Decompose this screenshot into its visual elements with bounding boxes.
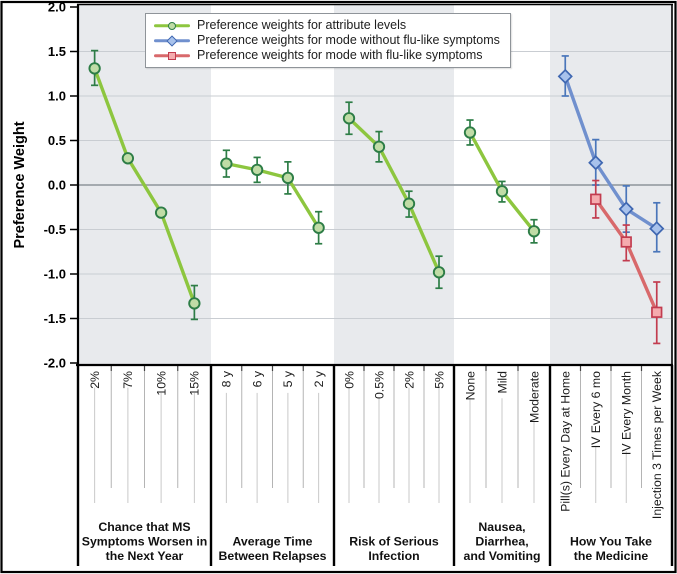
- x-level-label: 6 y: [250, 370, 264, 387]
- data-point-circle: [250, 163, 264, 177]
- group-label: Diarrhea,: [475, 535, 528, 549]
- legend-item-1: Preference weights for mode without flu-…: [154, 33, 500, 48]
- x-level-label: 7%: [121, 371, 135, 389]
- x-level-label: Pill(s) Every Day at Home: [559, 371, 573, 512]
- y-tick-label: -1.5: [44, 311, 66, 326]
- x-level-label: None: [463, 371, 477, 401]
- data-point-circle: [342, 112, 356, 125]
- x-level-label: Moderate: [527, 371, 541, 423]
- legend-item-2: Preference weights for mode with flu-lik…: [154, 48, 500, 63]
- legend-diamond-marker-icon: [154, 34, 190, 47]
- x-level-label: 0%: [342, 371, 356, 389]
- x-level-label: 8 y: [220, 370, 234, 387]
- y-tick-label: -2.0: [44, 356, 66, 371]
- x-level-label: IV Every 6 mo: [589, 371, 603, 448]
- x-level-label: 0.5%: [372, 371, 386, 399]
- y-tick-label: 2.0: [48, 0, 66, 15]
- group-label: Symptoms Worsen in: [82, 535, 208, 549]
- group-label: Chance that MS: [98, 520, 190, 534]
- series-line-attribute_levels: [224, 161, 321, 230]
- y-tick-label: 0.5: [48, 133, 66, 148]
- y-tick-label: 1.5: [48, 44, 66, 59]
- legend-label-mode-without-flu: Preference weights for mode without flu-…: [197, 33, 500, 47]
- data-point-diamond: [588, 155, 604, 171]
- data-point-square: [651, 306, 663, 318]
- y-axis-title: Preference Weight: [12, 121, 28, 248]
- data-point-diamond: [649, 221, 665, 237]
- y-tick-label: 0.0: [48, 178, 66, 193]
- legend-label-mode-with-flu: Preference weights for mode with flu-lik…: [197, 48, 483, 62]
- y-tick-label: -0.5: [44, 222, 66, 237]
- data-point-circle: [463, 126, 477, 139]
- group-label: the Next Year: [106, 549, 184, 563]
- data-point-circle: [312, 221, 325, 234]
- data-point-circle: [188, 297, 201, 310]
- y-tick-label: 1.0: [48, 89, 66, 104]
- group-label: Infection: [368, 549, 419, 563]
- data-point-circle: [281, 171, 295, 185]
- data-point-circle: [154, 206, 168, 219]
- x-level-label: Mild: [495, 371, 509, 394]
- data-point-circle: [432, 266, 446, 279]
- group-label: the Medicine: [574, 549, 649, 563]
- x-level-label: IV Every Month: [620, 371, 634, 455]
- group-label: How You Take: [570, 535, 652, 549]
- x-level-label: 15%: [188, 371, 202, 396]
- group-label: and Vomiting: [464, 549, 541, 563]
- data-point-diamond: [618, 201, 634, 217]
- data-point-circle: [372, 140, 386, 153]
- data-point-circle: [495, 185, 509, 198]
- x-level-label: 5%: [432, 371, 446, 389]
- series-line-attribute_levels: [92, 66, 197, 306]
- x-level-label: 5 y: [281, 370, 295, 387]
- x-level-label: 2%: [88, 371, 102, 389]
- data-point-circle: [402, 197, 416, 210]
- chart-legend: Preference weights for attribute levels …: [145, 13, 511, 68]
- x-level-label: 2 y: [312, 370, 326, 387]
- data-point-circle: [220, 157, 233, 170]
- legend-circle-marker-icon: [154, 19, 190, 32]
- data-point-circle: [88, 62, 101, 75]
- series-line-attribute_levels: [347, 116, 441, 274]
- series-line-mode_without_flu: [563, 74, 659, 231]
- legend-square-marker-icon: [154, 49, 190, 62]
- group-label: Between Relapses: [219, 549, 327, 563]
- data-point-square: [590, 193, 602, 205]
- x-level-label: 2%: [402, 371, 416, 389]
- x-level-label: Injection 3 Times per Week: [650, 370, 664, 519]
- x-level-label: 10%: [154, 371, 168, 396]
- group-label: Average Time: [233, 535, 313, 549]
- group-label: Risk of Serious: [349, 535, 439, 549]
- data-point-circle: [527, 225, 541, 238]
- data-point-circle: [121, 152, 135, 165]
- legend-item-0: Preference weights for attribute levels: [154, 18, 500, 33]
- legend-label-attribute-levels: Preference weights for attribute levels: [197, 18, 407, 32]
- group-label: Nausea,: [478, 520, 525, 534]
- data-point-square: [620, 236, 632, 248]
- data-point-diamond: [557, 68, 573, 85]
- y-tick-label: -1.0: [44, 267, 66, 282]
